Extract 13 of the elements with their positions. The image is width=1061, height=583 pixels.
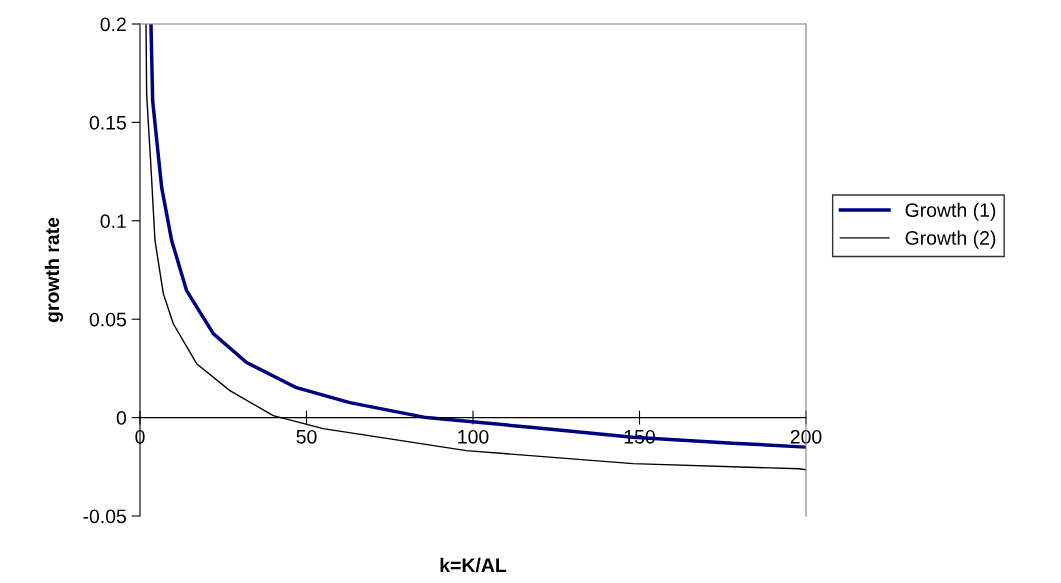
y-tick-label: -0.05 [83, 509, 126, 524]
legend-label: Growth (1) [905, 202, 996, 221]
y-tick-label: 0.15 [89, 115, 126, 130]
y-tick-label: 0 [116, 411, 127, 425]
y-axis-title: growth rate [44, 217, 64, 323]
y-tick-label: 0.1 [100, 214, 126, 229]
x-axis-title: k=K/AL [440, 557, 507, 573]
y-tick-label: 0.2 [100, 17, 126, 32]
legend-label: Growth (2) [905, 230, 996, 249]
y-tick-label: 0.05 [89, 312, 126, 327]
x-tick-label: 100 [458, 429, 489, 444]
x-tick-label: 200 [790, 429, 822, 444]
x-tick-label: 50 [296, 429, 317, 444]
